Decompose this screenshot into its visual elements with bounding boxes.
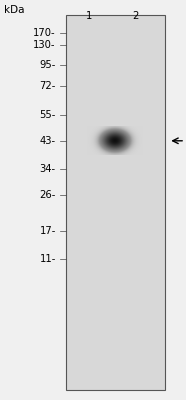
Text: 170-: 170- xyxy=(33,28,56,38)
Text: 43-: 43- xyxy=(40,136,56,146)
Text: kDa: kDa xyxy=(4,5,24,15)
Bar xyxy=(66,15,165,390)
Text: 11-: 11- xyxy=(39,254,56,264)
Text: 130-: 130- xyxy=(33,40,56,50)
Text: 34-: 34- xyxy=(40,164,56,174)
Text: 95-: 95- xyxy=(39,60,56,70)
Text: 55-: 55- xyxy=(39,110,56,120)
Text: 26-: 26- xyxy=(39,190,56,200)
Text: 72-: 72- xyxy=(39,81,56,91)
Text: 17-: 17- xyxy=(39,226,56,236)
Text: 1: 1 xyxy=(86,11,92,21)
Text: 2: 2 xyxy=(133,11,139,21)
